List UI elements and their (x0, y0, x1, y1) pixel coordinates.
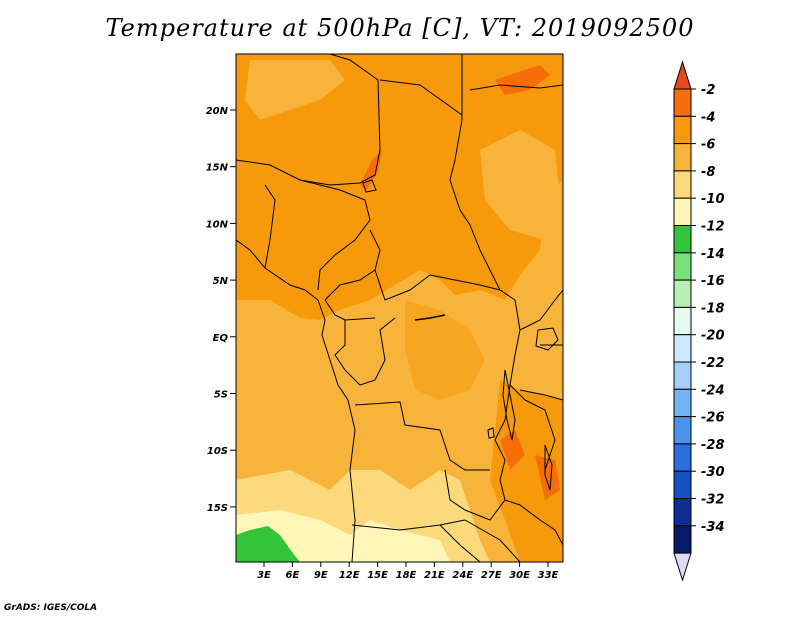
lon-tick-label: 21E (424, 570, 445, 581)
lon-tick-label: 6E (286, 570, 300, 581)
field-patch-6to8-east (480, 130, 560, 240)
boundary-botswana (439, 519, 521, 562)
map-frame (235, 53, 564, 563)
colorbar-swatch (673, 197, 692, 226)
boundary-zambia (444, 469, 506, 521)
map-title: Temperature at 500hPa [C], VT: 201909250… (105, 14, 695, 42)
country-boundaries (236, 54, 563, 562)
colorbar-swatch (673, 470, 692, 500)
colorbar-label: -34 (701, 520, 725, 535)
colorbar-label: -14 (701, 247, 725, 262)
colorbar-swatch (673, 416, 692, 445)
colorbar-label: -8 (701, 165, 715, 180)
lon-tick-label: 15E (367, 570, 388, 581)
boundary-drc-angola (354, 401, 490, 471)
colorbar-swatch (673, 170, 692, 199)
colorbar-label: -6 (701, 138, 715, 153)
lon-tick-label: 30E (509, 570, 530, 581)
river-congo (414, 314, 446, 321)
colorbar-label: -2 (701, 83, 715, 98)
boundary-east-africa (519, 289, 563, 401)
lon-tick-label: 3E (257, 570, 271, 581)
colorbar-swatch (673, 88, 692, 117)
lon-tick-label: 33E (538, 570, 559, 581)
boundary-niger-chad (379, 79, 463, 116)
lat-tick-label: 15N (206, 163, 229, 174)
boundary-congo (334, 317, 396, 386)
boundary-car (369, 229, 516, 301)
colorbar: -2 -4 -6 -8 -10 -12 -14 -16 -18 -20 -22 -24 -26 -28 -3… (673, 60, 725, 582)
lat-tick-label: 15S (207, 503, 228, 514)
warm-end-arrow (673, 60, 692, 90)
latitude-axis: 20N 15N 10N 5N EQ 5S 10S 15S (206, 106, 236, 514)
lat-tick-label: 5S (214, 390, 228, 401)
boundary-drc-east (494, 299, 521, 481)
lake-malawi (544, 444, 553, 491)
boundary-sahel (236, 54, 381, 186)
colorbar-swatch (673, 525, 692, 554)
colorbar-swatch (673, 388, 692, 418)
grads-credit: GrADS: IGES/COLA (4, 603, 98, 613)
colorbar-label: -12 (701, 220, 725, 235)
cold-end-arrow (673, 552, 692, 582)
colorbar-swatch (673, 361, 692, 390)
lake-mweru (487, 427, 495, 439)
colorbar-label: -18 (701, 301, 725, 316)
colorbar-swatch (673, 443, 692, 472)
colorbar-label: -16 (701, 274, 725, 289)
field-region-12to14-sw (236, 526, 300, 562)
boundary-mozambique (504, 499, 563, 546)
lat-tick-label: 10S (207, 446, 228, 457)
colorbar-label: -4 (701, 110, 715, 125)
field-region-2to4-ne (495, 65, 550, 95)
lon-tick-label: 9E (314, 570, 328, 581)
colorbar-label: -24 (701, 383, 725, 398)
colorbar-swatch (673, 115, 692, 145)
field-region-2to4-tanzania (500, 430, 525, 470)
temperature-field (236, 54, 563, 562)
colorbar-swatch (673, 143, 692, 172)
lon-tick-label: 27E (481, 570, 502, 581)
lake-tanganyika (502, 369, 516, 441)
colorbar-label: -22 (701, 356, 725, 371)
lat-tick-label: 10N (206, 219, 229, 230)
colorbar-label: -32 (701, 493, 725, 508)
field-region-2to4-mozambique (535, 455, 560, 500)
lat-tick-label: 5N (213, 276, 229, 287)
boundary-nigeria (264, 179, 371, 291)
colorbar-swatch (673, 252, 692, 281)
field-patch-6to8-north (245, 60, 345, 120)
colorbar-label: -26 (701, 411, 725, 426)
field-region-4to6-congo (405, 300, 485, 400)
lake-chad (362, 179, 377, 193)
lake-victoria (535, 327, 559, 351)
boundary-angola-namibia (351, 519, 466, 531)
colorbar-swatch (673, 225, 692, 254)
lon-tick-label: 24E (452, 570, 473, 581)
lon-tick-label: 12E (339, 570, 360, 581)
colorbar-swatch (673, 279, 692, 308)
boundary-sudan-ethiopia (469, 84, 563, 91)
colorbar-swatch (673, 306, 692, 336)
coastline-west (236, 239, 356, 562)
lat-tick-label: EQ (213, 333, 229, 344)
colorbar-label: -28 (701, 438, 725, 453)
longitude-axis: 3E 6E 9E 12E 15E 18E 21E 24E 27E 30E 33E (257, 562, 559, 581)
boundary-chad-sudan (449, 54, 501, 291)
colorbar-label: -10 (701, 192, 725, 207)
lat-tick-label: 20N (206, 106, 229, 117)
colorbar-swatch (673, 498, 692, 527)
colorbar-swatch (673, 334, 692, 363)
colorbar-label: -20 (701, 329, 725, 344)
colorbar-label: -30 (701, 465, 725, 480)
boundary-tanzania (509, 384, 556, 471)
lon-tick-label: 18E (396, 570, 417, 581)
